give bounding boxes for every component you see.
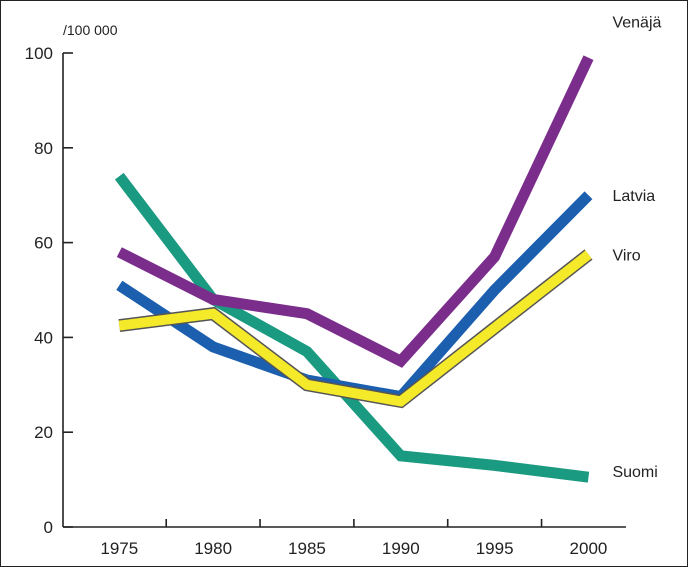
y-tick-label: 100 bbox=[25, 44, 53, 63]
y-ticks: 0 20 40 60 80 100 bbox=[25, 44, 73, 537]
series-label-viro: Viro bbox=[612, 247, 640, 264]
x-tick-label: 1995 bbox=[476, 539, 514, 558]
y-tick-label: 80 bbox=[34, 139, 53, 158]
series-label-latvia: Latvia bbox=[612, 188, 655, 205]
series-label-venaja: Venäjä bbox=[612, 15, 661, 32]
series-line-venaja bbox=[116, 55, 594, 368]
x-ticks: 1975 1980 1985 1990 1995 2000 bbox=[100, 519, 607, 558]
y-tick-label: 40 bbox=[34, 328, 53, 347]
series-label-suomi: Suomi bbox=[612, 464, 657, 481]
x-tick-label: 1985 bbox=[288, 539, 326, 558]
y-tick-label: 0 bbox=[44, 518, 53, 537]
x-tick-label: 2000 bbox=[570, 539, 608, 558]
x-tick-label: 1975 bbox=[100, 539, 138, 558]
series-line-viro bbox=[118, 250, 592, 407]
x-tick-label: 1990 bbox=[382, 539, 420, 558]
y-tick-label: 20 bbox=[34, 423, 53, 442]
y-unit-label: /100 000 bbox=[63, 22, 118, 38]
series-line-suomi bbox=[114, 172, 590, 483]
x-tick-label: 1980 bbox=[194, 539, 232, 558]
series-line-latvia bbox=[116, 191, 593, 403]
series-lines bbox=[114, 55, 594, 483]
y-tick-label: 60 bbox=[34, 234, 53, 253]
series-labels: Suomi Venäjä Latvia Viro bbox=[612, 15, 661, 481]
